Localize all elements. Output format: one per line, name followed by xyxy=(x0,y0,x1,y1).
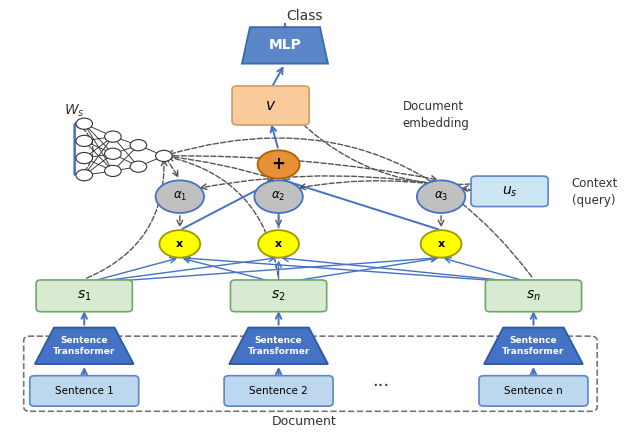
Polygon shape xyxy=(484,327,583,364)
FancyBboxPatch shape xyxy=(224,376,333,406)
Text: $\alpha_3$: $\alpha_3$ xyxy=(434,190,448,203)
Circle shape xyxy=(257,150,300,179)
Text: $W_s$: $W_s$ xyxy=(65,103,85,119)
Text: Sentence 1: Sentence 1 xyxy=(55,386,114,396)
Text: $u_s$: $u_s$ xyxy=(502,184,517,199)
Circle shape xyxy=(420,230,461,257)
Text: Document
embedding: Document embedding xyxy=(403,100,470,130)
Circle shape xyxy=(417,181,465,213)
Text: MLP: MLP xyxy=(269,38,301,52)
Text: Context
(query): Context (query) xyxy=(572,178,618,207)
Text: x: x xyxy=(176,239,184,249)
Text: Document: Document xyxy=(272,415,337,428)
Text: Sentence
Transformer: Sentence Transformer xyxy=(502,336,564,356)
Circle shape xyxy=(130,140,147,151)
Circle shape xyxy=(156,150,172,162)
Circle shape xyxy=(104,131,121,142)
Text: $\alpha_2$: $\alpha_2$ xyxy=(271,190,285,203)
FancyBboxPatch shape xyxy=(471,176,548,206)
Text: Sentence
Transformer: Sentence Transformer xyxy=(248,336,310,356)
Text: $\alpha_1$: $\alpha_1$ xyxy=(173,190,187,203)
Circle shape xyxy=(156,181,204,213)
Text: Sentence 2: Sentence 2 xyxy=(249,386,308,396)
Circle shape xyxy=(76,152,93,164)
Circle shape xyxy=(130,161,147,172)
Text: $v$: $v$ xyxy=(265,98,276,113)
FancyBboxPatch shape xyxy=(230,280,326,312)
Text: $s_1$: $s_1$ xyxy=(77,289,92,303)
Text: Sentence
Transformer: Sentence Transformer xyxy=(53,336,115,356)
Polygon shape xyxy=(229,327,328,364)
FancyBboxPatch shape xyxy=(485,280,582,312)
Text: x: x xyxy=(275,239,282,249)
Circle shape xyxy=(254,181,303,213)
FancyBboxPatch shape xyxy=(232,86,309,125)
Circle shape xyxy=(76,118,93,129)
Text: +: + xyxy=(271,156,285,174)
FancyBboxPatch shape xyxy=(479,376,588,406)
Text: Class: Class xyxy=(286,10,323,23)
Circle shape xyxy=(104,148,121,159)
Text: ...: ... xyxy=(372,372,389,390)
FancyBboxPatch shape xyxy=(36,280,132,312)
Text: $s_n$: $s_n$ xyxy=(526,289,541,303)
Text: x: x xyxy=(438,239,445,249)
Circle shape xyxy=(159,230,200,257)
Polygon shape xyxy=(35,327,134,364)
Polygon shape xyxy=(242,27,328,64)
Circle shape xyxy=(76,170,93,181)
Text: $s_2$: $s_2$ xyxy=(271,289,286,303)
FancyBboxPatch shape xyxy=(29,376,139,406)
Text: Sentence n: Sentence n xyxy=(504,386,563,396)
Circle shape xyxy=(258,230,299,257)
Circle shape xyxy=(76,135,93,146)
Circle shape xyxy=(104,165,121,177)
